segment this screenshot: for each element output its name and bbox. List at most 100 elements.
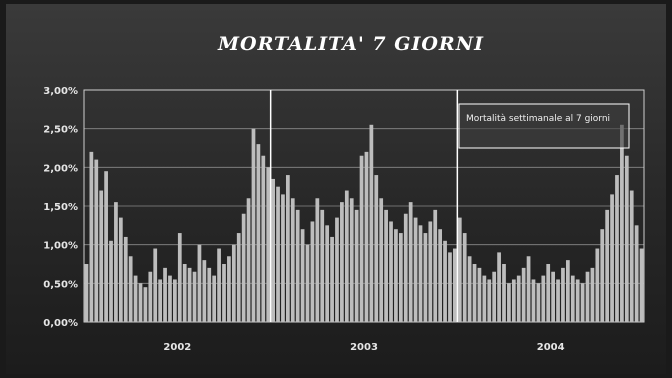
bar [271, 178, 275, 322]
bar [384, 209, 388, 322]
bar [453, 248, 457, 322]
bar [507, 283, 511, 322]
bar [575, 279, 580, 322]
bar [256, 144, 261, 322]
x-axis-label: 2004 [537, 342, 565, 353]
bar [246, 198, 251, 322]
bar [639, 248, 644, 322]
bar [497, 252, 501, 322]
chart: MORTALITA' 7 GIORNI 0,00% 0,50% 1,00% 1,50%… [43, 33, 645, 353]
bar [118, 217, 123, 322]
bar [359, 155, 364, 322]
bar [173, 279, 177, 322]
bar [295, 209, 300, 322]
bar [433, 209, 438, 322]
bar [320, 209, 325, 322]
legend-label: Mortalità settimanale al 7 giorni [466, 114, 610, 124]
bar [487, 279, 492, 322]
bar [467, 256, 472, 322]
bar [143, 287, 148, 322]
bar [330, 236, 334, 322]
bar [94, 159, 99, 322]
y-tick-label: 1,50% [43, 202, 78, 213]
bar [551, 271, 555, 322]
bar [354, 209, 359, 322]
bar [212, 275, 217, 322]
chart-title: MORTALITA' 7 GIORNI [217, 33, 484, 55]
bar [457, 217, 462, 322]
bar [472, 264, 477, 322]
bar [266, 167, 271, 322]
bar [89, 151, 94, 322]
bar [222, 264, 226, 322]
x-axis-labels: 2002 2003 2004 [163, 342, 564, 353]
bar [276, 186, 280, 322]
bar [531, 279, 536, 322]
bar [340, 202, 344, 322]
bar [364, 151, 369, 322]
bar [231, 244, 236, 322]
bar [148, 271, 153, 322]
bar [516, 275, 521, 322]
bar [300, 229, 305, 322]
bar [561, 267, 565, 322]
bar [580, 283, 585, 322]
bar [615, 175, 619, 322]
bar [261, 155, 266, 322]
bar [251, 128, 256, 322]
bar [521, 267, 526, 322]
bar [570, 275, 575, 322]
chart-frame: MORTALITA' 7 GIORNI 0,00% 0,50% 1,00% 1,50%… [6, 4, 666, 374]
bar [565, 260, 570, 322]
bar [133, 275, 138, 322]
bar [605, 209, 610, 322]
bar [236, 233, 241, 322]
bar [168, 275, 172, 322]
bar [182, 264, 187, 322]
bar [281, 194, 285, 322]
bar [413, 217, 418, 322]
bar [217, 248, 221, 322]
bar [305, 244, 310, 322]
plot-area-border [83, 89, 645, 323]
bar [438, 229, 443, 322]
bar [428, 221, 433, 322]
y-tick-label: 0,00% [43, 318, 78, 329]
bar [443, 240, 447, 322]
bar [620, 124, 624, 322]
bar [84, 264, 89, 322]
bar [197, 244, 202, 322]
bar [290, 198, 295, 322]
bar [536, 283, 541, 322]
legend-box [458, 103, 630, 149]
bar [423, 233, 428, 322]
bar [462, 233, 467, 322]
bar [585, 271, 590, 322]
bar [109, 240, 113, 322]
bar [192, 271, 197, 322]
bar [202, 260, 207, 322]
bar [389, 221, 393, 322]
bar [285, 175, 290, 322]
legend: Mortalità settimanale al 7 giorni [458, 103, 630, 149]
x-axis-label: 2003 [350, 342, 378, 353]
bar [114, 202, 118, 322]
bar [325, 225, 330, 322]
bar [374, 175, 379, 322]
y-axis-ticks: 0,00% 0,50% 1,00% 1,50% 2,00% 2,50% 3,00% [43, 86, 78, 329]
bar [99, 190, 104, 322]
bar [403, 213, 408, 322]
bar [379, 198, 384, 322]
bar [511, 279, 516, 322]
bar [315, 198, 320, 322]
bar [369, 124, 374, 322]
bar [207, 267, 212, 322]
bar [335, 217, 339, 322]
x-axis-label: 2002 [163, 342, 191, 353]
bar [153, 248, 158, 322]
y-tick-label: 2,00% [43, 163, 78, 174]
y-tick-label: 0,50% [43, 279, 78, 290]
bar [408, 202, 413, 322]
bar [128, 256, 133, 322]
bar [158, 279, 163, 322]
